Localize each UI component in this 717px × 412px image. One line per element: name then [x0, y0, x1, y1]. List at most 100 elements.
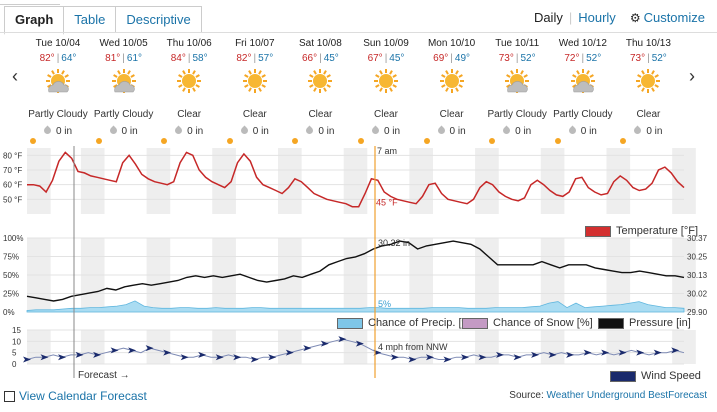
night-band — [540, 330, 565, 364]
partly-cloudy-icon — [505, 69, 530, 93]
day-column[interactable]: Tue 10/04 82° | 64° Partly Cloudy 0 in — [27, 34, 89, 146]
source-link[interactable]: Weather Underground BestForecast — [546, 390, 707, 401]
raindrop-icon — [501, 125, 512, 136]
y-tick-label-left: 0% — [3, 308, 15, 317]
wind-arrow-icon — [355, 340, 364, 347]
night-band — [606, 330, 631, 364]
night-band — [146, 148, 171, 214]
day-temps: 73° | 52° — [498, 53, 536, 64]
hourly-toggle[interactable]: Hourly — [578, 10, 616, 25]
day-column[interactable]: Thu 10/13 73° | 52° Clear 0 in — [617, 34, 679, 146]
sun-icon — [308, 69, 333, 93]
day-condition: Partly Cloudy — [93, 109, 154, 120]
day-precip: 0 in — [421, 125, 483, 137]
night-band — [475, 148, 499, 214]
day-high: 73° — [498, 53, 514, 64]
day-precip: 0 in — [93, 125, 155, 137]
legend-wind-swatch — [610, 370, 636, 382]
y-tick-label-left: 25% — [3, 290, 19, 299]
day-column[interactable]: Sun 10/09 67° | 45° Clear 0 in — [355, 34, 417, 146]
y-tick-label: 60 °F — [3, 181, 22, 190]
wind-arrow-icon — [75, 351, 84, 358]
wind-arrow-icon — [58, 354, 67, 361]
day-temps: 66° | 45° — [301, 53, 339, 64]
day-condition: Clear — [439, 109, 464, 120]
view-calendar-label[interactable]: View Calendar Forecast — [19, 389, 147, 403]
header-rule — [0, 32, 717, 33]
day-condition: Clear — [242, 109, 267, 120]
view-calendar-link[interactable]: View Calendar Forecast — [4, 389, 147, 403]
wind-arrow-icon — [653, 349, 662, 356]
day-high: 82° — [236, 53, 252, 64]
day-high: 67° — [367, 53, 383, 64]
view-modes: Daily | Hourly ⚙ Customize — [534, 10, 705, 25]
wind-arrow-icon — [268, 354, 277, 361]
wind-arrow-icon — [163, 349, 172, 356]
day-precip: 0 in — [27, 125, 89, 137]
night-band — [146, 330, 171, 364]
day-column[interactable]: Fri 10/07 82° | 57° Clear 0 in — [224, 34, 286, 146]
sun-dot-icon — [620, 138, 627, 144]
night-band — [27, 148, 51, 214]
legend-precip: Chance of Precip. [%] — [337, 317, 474, 329]
sun-dot-icon — [161, 138, 168, 144]
gear-icon[interactable]: ⚙ — [629, 10, 641, 25]
day-temps: 82° | 57° — [236, 53, 274, 64]
day-date: Wed 10/05 — [99, 38, 148, 49]
y-tick-label: 5 — [12, 349, 17, 358]
sun-icon — [242, 69, 267, 93]
tab-descriptive[interactable]: Descriptive — [115, 6, 202, 33]
day-column[interactable]: Tue 10/11 73° | 52° Partly Cloudy 0 in — [486, 34, 548, 146]
day-temps: 82° | 64° — [39, 53, 77, 64]
day-precip: 0 in — [552, 125, 614, 137]
tab-table[interactable]: Table — [63, 6, 117, 33]
wind-arrow-icon — [478, 354, 487, 361]
day-temps: 84° | 58° — [170, 53, 208, 64]
partly-cloudy-icon — [570, 69, 595, 93]
day-column[interactable]: Sat 10/08 66° | 45° Clear 0 in — [289, 34, 351, 146]
daily-toggle[interactable]: Daily — [533, 10, 563, 25]
night-band — [80, 330, 105, 364]
y-tick-label-right: 30.02 — [687, 290, 708, 299]
wind-arrow-icon — [338, 336, 347, 343]
night-band — [606, 148, 631, 214]
day-low: 58° — [192, 53, 208, 64]
sun-dot-icon — [554, 138, 561, 144]
y-tick-label-right: 29.90 — [687, 308, 708, 317]
day-column[interactable]: Mon 10/10 69° | 49° Clear 0 in — [421, 34, 483, 146]
day-precip: 0 in — [158, 125, 220, 137]
wind-arrow-icon — [250, 356, 259, 363]
legend-wind: Wind Speed — [610, 370, 701, 382]
y-tick-label-left: 50% — [3, 271, 19, 280]
day-column[interactable]: Thu 10/06 84° | 58° Clear 0 in — [158, 34, 220, 146]
prev-arrow-icon[interactable]: ‹ — [12, 66, 18, 86]
day-high: 66° — [301, 53, 318, 64]
y-tick-label: 50 °F — [3, 195, 22, 204]
day-date: Sun 10/09 — [363, 38, 409, 49]
day-high: 69° — [433, 53, 449, 64]
sun-icon — [177, 69, 202, 93]
day-condition: Partly Cloudy — [28, 109, 88, 120]
wind-arrow-icon — [583, 349, 592, 356]
sun-dot-icon — [30, 138, 36, 144]
day-strip: Tue 10/04 82° | 64° Partly Cloudy 0 in Wed 10/… — [27, 34, 683, 146]
day-low: 52° — [520, 53, 536, 64]
sun-dot-icon — [358, 138, 364, 144]
next-arrow-icon[interactable]: › — [689, 66, 695, 86]
day-low: 45° — [323, 53, 339, 64]
day-column[interactable]: Wed 10/05 81° | 61° Partly Cloudy 0 in — [93, 34, 155, 146]
wind-line — [26, 338, 685, 361]
calendar-icon — [4, 390, 15, 402]
day-temps: 72° | 52° — [564, 53, 602, 64]
wind-arrow-icon — [390, 354, 399, 361]
sun-icon — [636, 69, 661, 93]
legend-temperature-swatch — [585, 225, 611, 237]
tab-graph[interactable]: Graph — [4, 6, 65, 35]
source-prefix: Source: — [509, 390, 544, 401]
night-band — [672, 330, 696, 364]
wind-arrow-icon — [636, 349, 645, 356]
day-column[interactable]: Wed 10/12 72° | 52° Partly Cloudy 0 in — [552, 34, 614, 146]
raindrop-icon — [436, 125, 446, 136]
customize-link[interactable]: Customize — [643, 10, 705, 25]
wind-arrow-icon — [548, 351, 557, 358]
